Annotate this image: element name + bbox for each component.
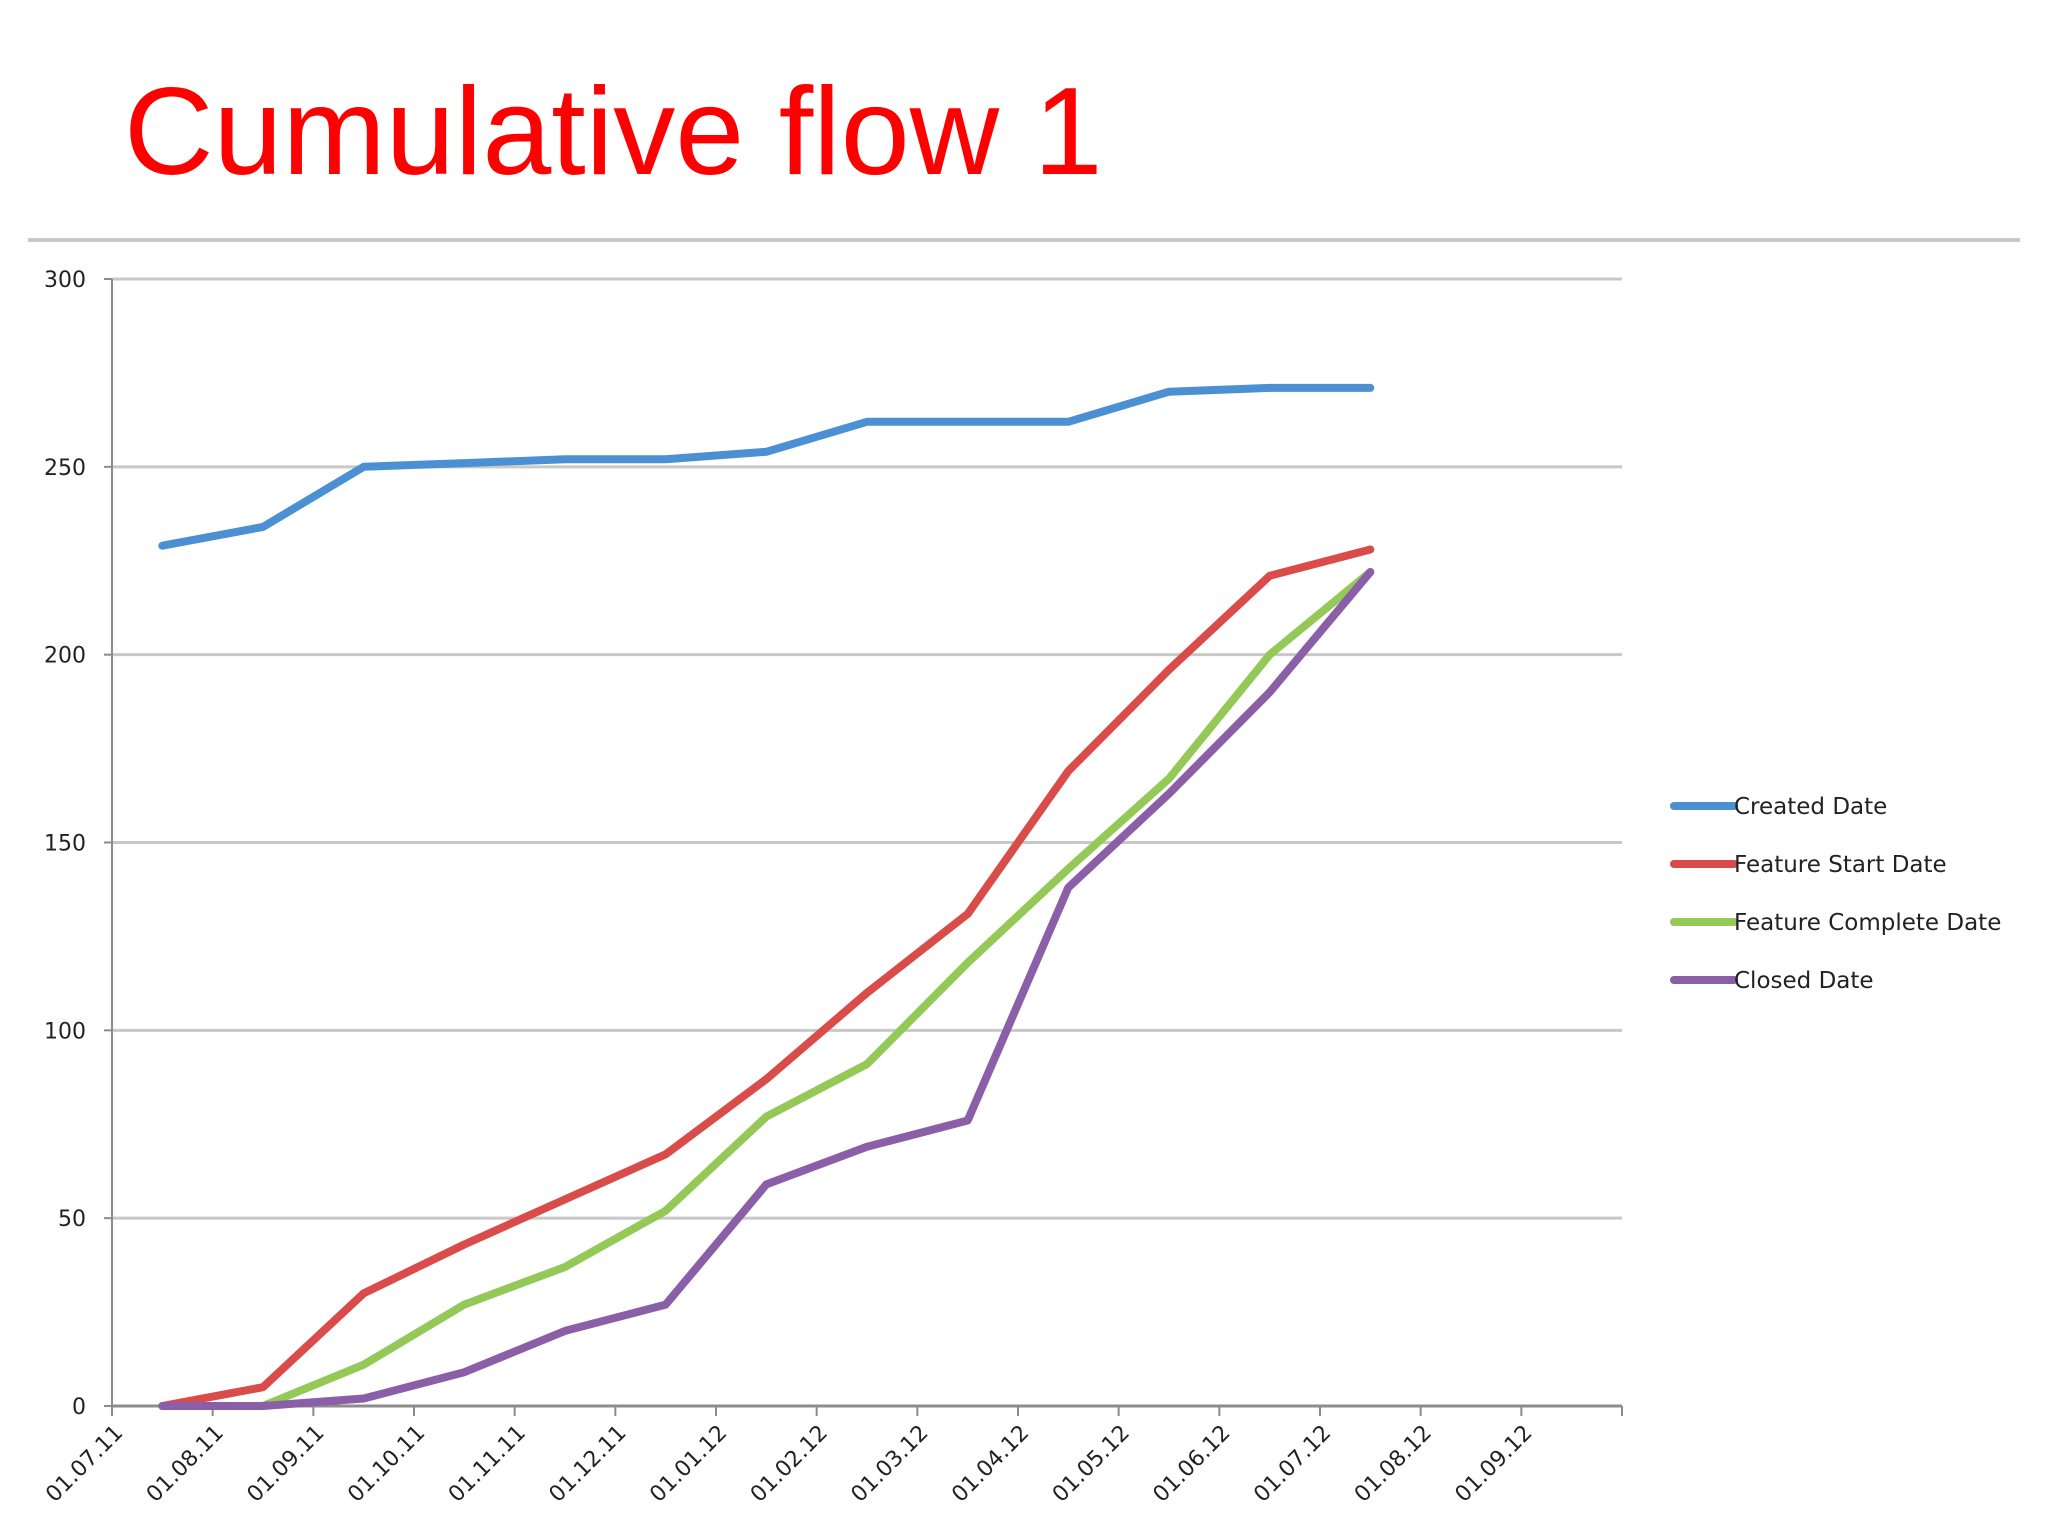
title-divider (28, 238, 2020, 242)
x-tick-label: 01.07.12 (1249, 1421, 1336, 1508)
x-tick-label: 01.07.11 (41, 1421, 128, 1508)
x-tick-label: 01.06.12 (1149, 1421, 1236, 1508)
x-tick-label: 01.02.12 (746, 1421, 833, 1508)
x-tick-label: 01.09.11 (243, 1421, 330, 1508)
slide-title: Cumulative flow 1 (124, 63, 1103, 201)
grid-lines (112, 277, 1622, 1220)
legend-label: Feature Start Date (1734, 852, 1947, 878)
series-lines (158, 383, 1375, 1410)
series-line-created-date (158, 383, 1375, 550)
y-tick-label: 300 (44, 268, 86, 293)
legend: Created Date Feature Start Date Feature Co… (1670, 794, 2001, 994)
y-tick-label: 0 (72, 1395, 86, 1420)
x-tick-label: 01.03.12 (847, 1421, 934, 1508)
series-line-feature-complete-date (158, 568, 1375, 1410)
x-tick-label: 01.11.11 (444, 1421, 531, 1508)
y-tick-label: 100 (44, 1019, 86, 1044)
series-line-feature-start-date (158, 545, 1375, 1410)
legend-label: Created Date (1734, 794, 1887, 820)
x-tick-label: 01.12.11 (545, 1421, 632, 1508)
legend-label: Closed Date (1734, 968, 1874, 994)
x-tick-label: 01.01.12 (645, 1421, 732, 1508)
y-tick-label: 200 (44, 644, 86, 669)
legend-label: Feature Complete Date (1734, 910, 2001, 936)
x-tick-label: 01.04.12 (947, 1421, 1034, 1508)
y-tick-label: 250 (44, 456, 86, 481)
x-tick-label: 01.08.11 (142, 1421, 229, 1508)
x-tick-label: 01.08.12 (1350, 1421, 1437, 1508)
series-line-closed-date (158, 568, 1375, 1410)
y-tick-label: 50 (58, 1207, 86, 1232)
y-tick-label: 150 (44, 832, 86, 857)
x-tick-label: 01.05.12 (1048, 1421, 1135, 1508)
x-tick-label: 01.09.12 (1451, 1421, 1538, 1508)
x-tick-label: 01.10.11 (343, 1421, 430, 1508)
